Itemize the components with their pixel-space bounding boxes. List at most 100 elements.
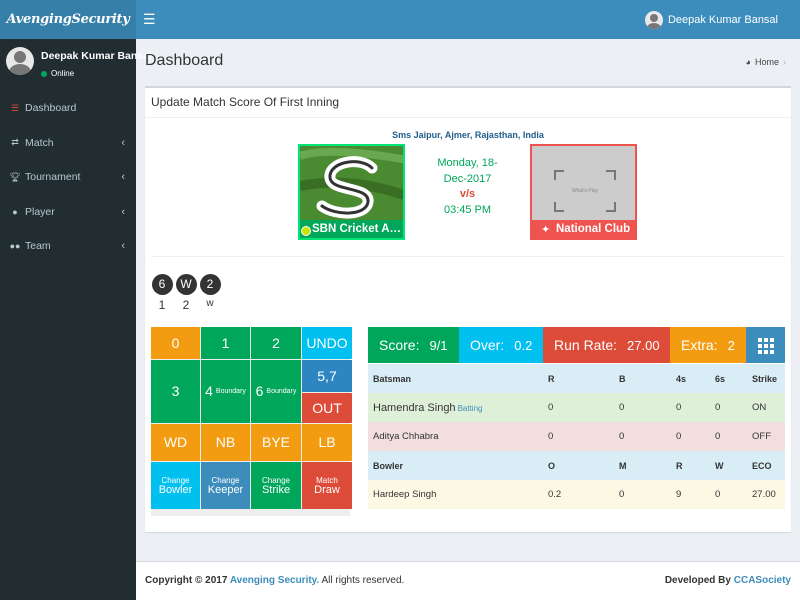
column-header: 4s	[671, 364, 710, 393]
ball-label: 2	[182, 298, 190, 312]
ball-value: W	[175, 274, 197, 295]
user-menu-name: Deepak Kumar Bansal	[667, 13, 778, 26]
change-strike-button[interactable]: Change Strike	[251, 462, 301, 509]
cell-runs: 0	[543, 393, 614, 422]
score-stat: Score: 9/1	[368, 327, 459, 363]
bye-button[interactable]: BYE	[251, 424, 301, 461]
team2-card[interactable]: What's Play National Club ✦	[530, 144, 637, 240]
sidebar-item-dashboard[interactable]: ☰ Dashboard	[0, 91, 136, 126]
bars-icon[interactable]: ☰	[143, 11, 156, 27]
run-rate-stat: Run Rate: 27.00	[543, 327, 670, 363]
table-row[interactable]: Aditya Chhabra 0 0 0 0 OFF	[368, 422, 785, 451]
draw-label: Draw	[314, 483, 340, 496]
developer-link[interactable]: CCASociety	[733, 575, 791, 586]
sidebar-item-player[interactable]: ● Player ‹	[0, 195, 136, 230]
sidebar-item-label: Team	[25, 240, 51, 253]
box-title: Update Match Score Of First Inning	[145, 88, 791, 118]
column-header: R	[671, 451, 710, 480]
team1-logo	[300, 146, 403, 224]
keeper-label: Keeper	[207, 483, 244, 496]
chevron-left-icon: ‹	[121, 240, 125, 253]
score-value: 9/1	[429, 337, 448, 353]
cell-balls: 0	[614, 422, 671, 451]
run-2-button[interactable]: 2	[251, 327, 301, 359]
scoring-keypad: 0 1 2 UNDO 3 4 Boundary 6 Boundary 5,7 OUT…	[151, 327, 352, 516]
extra-value: 2	[727, 337, 735, 353]
user-icon: ●	[12, 206, 18, 217]
leg-bye-button[interactable]: LB	[302, 424, 352, 461]
cell-sixes: 0	[710, 393, 747, 422]
batsman-name: Aditya Chhabra	[368, 422, 543, 451]
footer-brand-link[interactable]: Avenging Security.	[229, 575, 320, 586]
player-icon: ✦	[541, 224, 551, 236]
footer: Copyright © 2017 Avenging Security. All …	[136, 561, 800, 600]
breadcrumb: ◕ Home ›	[746, 57, 786, 67]
change-bowler-button[interactable]: Change Bowler	[151, 462, 200, 509]
team1-name: SBN Cricket Ac...	[300, 220, 403, 238]
table-row[interactable]: Hardeep Singh 0.2 0 9 0 27.00	[368, 480, 785, 509]
grid-menu-button[interactable]	[746, 327, 785, 363]
match-datetime: Monday, 18- Dec-2017 v/s 03:45 PM	[410, 156, 525, 218]
change-keeper-button[interactable]: Change Keeper	[201, 462, 250, 509]
boundary-6-button[interactable]: 6 Boundary	[251, 360, 301, 423]
boundary-label: Boundary	[215, 388, 246, 395]
run-rate-label: Run Rate:	[554, 337, 618, 353]
change-label: Change	[261, 475, 291, 485]
cell-maidens: 0	[614, 480, 671, 509]
extra-stat: Extra: 2	[670, 327, 746, 363]
undo-button[interactable]: UNDO	[302, 327, 352, 359]
boundary-4-button[interactable]: 4 Boundary	[201, 360, 250, 423]
cell-strike: ON	[747, 393, 785, 422]
sidebar-item-team[interactable]: ●● Team ‹	[0, 229, 136, 264]
app-logo[interactable]: AvengingSecurity	[0, 0, 136, 39]
status-online: Online	[41, 69, 74, 78]
run-1-button[interactable]: 1	[201, 327, 250, 359]
batsman-cell: Hamendra Singh Batting	[368, 393, 543, 422]
bowler-name: Hardeep Singh	[368, 480, 543, 509]
sidebar-item-label: Tournament	[25, 171, 81, 184]
cell-runs: 9	[671, 480, 710, 509]
run-3-button[interactable]: 3	[151, 360, 200, 423]
sidebar-item-label: Dashboard	[25, 102, 77, 115]
boundary-6-value: 6	[255, 383, 264, 399]
match-draw-button[interactable]: Match Draw	[302, 462, 352, 509]
column-header: R	[543, 364, 614, 393]
footer-copyright: Copyright © 2017 Avenging Security. All …	[145, 562, 404, 600]
run-5-7-button[interactable]: 5,7	[302, 360, 352, 392]
grid-icon	[758, 338, 774, 354]
boundary-label: Boundary	[266, 388, 297, 395]
match-label: Match	[316, 475, 338, 485]
breadcrumb-home[interactable]: Home	[754, 57, 779, 67]
column-header: M	[614, 451, 671, 480]
table-row[interactable]: Hamendra Singh Batting 0 0 0 0 ON	[368, 393, 785, 422]
sidebar-item-match[interactable]: ⇄ Match ‹	[0, 126, 136, 161]
wide-button[interactable]: WD	[151, 424, 200, 461]
user-menu[interactable]: Deepak Kumar Bansal	[644, 0, 778, 39]
content-header: Dashboard ◕ Home ›	[136, 39, 800, 87]
team2-name: National Club	[532, 220, 635, 238]
cell-sixes: 0	[710, 422, 747, 451]
dashboard-icon: ◕	[745, 57, 751, 67]
chevron-left-icon: ‹	[121, 205, 125, 218]
team1-card[interactable]: SBN Cricket Ac...	[298, 144, 405, 240]
score-label: Score:	[379, 337, 420, 353]
ball-value: 2	[199, 274, 221, 295]
cell-fours: 0	[671, 393, 710, 422]
sliders-icon: ☰	[10, 102, 20, 113]
column-header: B	[614, 364, 671, 393]
team2-logo-placeholder: What's Play	[554, 170, 616, 212]
column-header: O	[543, 451, 614, 480]
run-0-button[interactable]: 0	[151, 327, 200, 359]
avatar	[644, 10, 663, 29]
sidebar-item-tournament[interactable]: 🏆︎ Tournament ‹	[0, 160, 136, 195]
change-label: Change	[211, 475, 240, 485]
developed-by-text: Developed By	[664, 575, 731, 586]
no-ball-button[interactable]: NB	[201, 424, 250, 461]
out-button[interactable]: OUT	[302, 393, 352, 423]
over-stat: Over: 0.2	[459, 327, 543, 363]
ball-item: 6 1	[151, 274, 173, 312]
placeholder-text: What's Play	[571, 188, 599, 194]
avatar	[6, 47, 34, 75]
change-label: Change	[161, 475, 190, 485]
versus-label: v/s	[459, 188, 476, 200]
